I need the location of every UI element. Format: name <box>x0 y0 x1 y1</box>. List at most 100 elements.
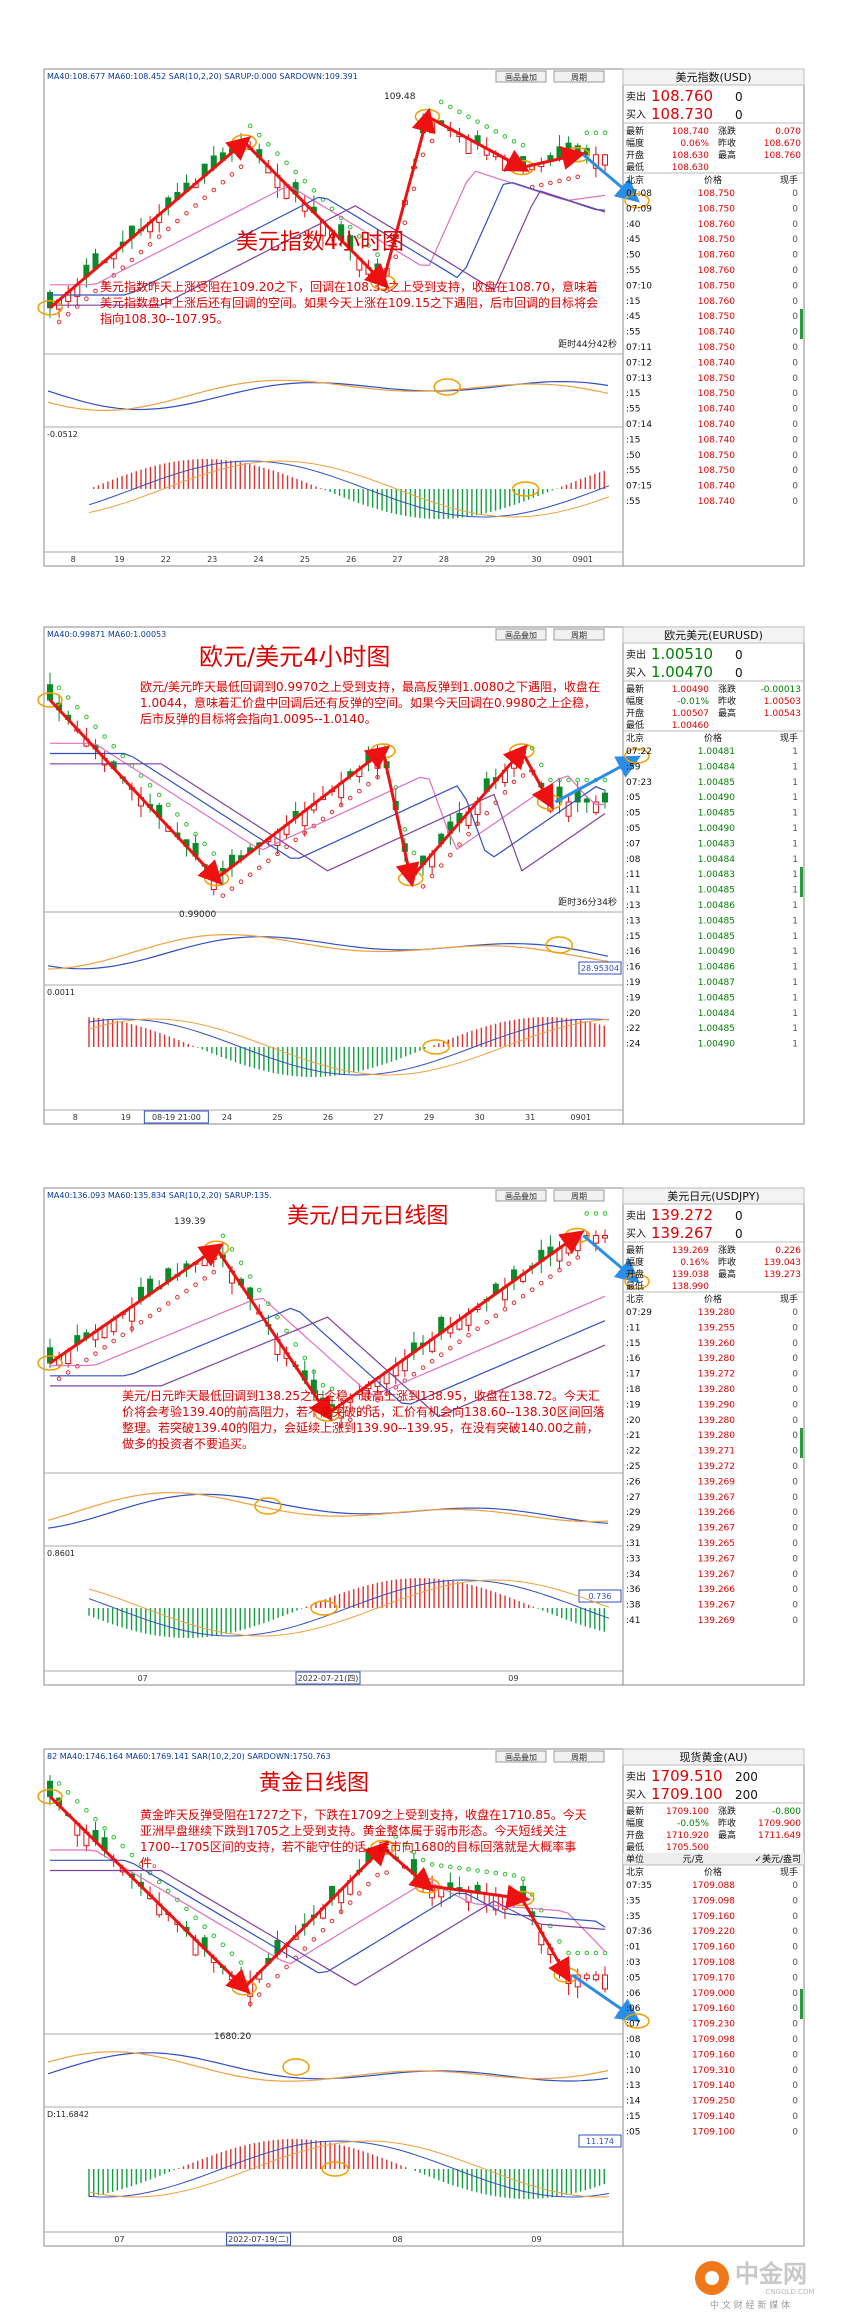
logo-inner <box>705 2271 719 2285</box>
tick-volume: 0 <box>792 1323 798 1333</box>
sar-dot <box>602 130 608 136</box>
stat-label: 最新 <box>626 1244 644 1256</box>
button[interactable] <box>553 1189 605 1202</box>
forecast-arrow <box>554 755 641 804</box>
sar-dot <box>247 2001 253 2007</box>
tick-volume: 1 <box>792 855 798 865</box>
quote-volume: 0 <box>735 666 743 680</box>
tick-volume: 0 <box>792 389 798 399</box>
sar-dot <box>575 174 581 180</box>
sar-dot <box>202 195 207 201</box>
tick-time: :24 <box>626 1040 641 1050</box>
sar-dot <box>320 1927 326 1933</box>
stat-label: 幅度 <box>626 137 644 149</box>
chart-panel: MA40:108.677 MA60:108.452 SAR(10,2,20) S… <box>37 68 805 567</box>
instrument-name: 现货黄金(AU) <box>679 1750 747 1764</box>
x-axis-label: 2022-07-19(二) <box>228 2235 289 2244</box>
sar-dot <box>156 792 162 798</box>
button[interactable] <box>495 628 547 641</box>
tick-price: 1709.140 <box>692 2112 735 2122</box>
sar-dot <box>193 831 198 837</box>
button[interactable] <box>495 70 547 83</box>
tick-time: 07:14 <box>626 420 652 430</box>
tick-price: 1709.000 <box>692 1989 735 1999</box>
trend-arrow <box>243 140 390 289</box>
quote-price: 108.760 <box>651 87 713 105</box>
highlight-ellipse <box>37 692 63 708</box>
tick-price: 108.760 <box>698 297 735 307</box>
button[interactable] <box>495 1750 547 1763</box>
tick-volume: 0 <box>792 358 798 368</box>
tick-price: 1.00485 <box>698 809 735 819</box>
axis-highlight <box>143 1110 209 1124</box>
sar-dot <box>548 777 553 783</box>
highlight-ellipse <box>282 2058 310 2076</box>
sar-dot <box>293 169 298 175</box>
tick-time: :40 <box>626 220 641 230</box>
sar-dot <box>238 164 244 170</box>
sar-dot <box>511 779 517 785</box>
oscillator-line <box>47 936 609 970</box>
stat-label: 最高 <box>718 1829 736 1841</box>
sar-dot <box>175 812 180 817</box>
quote-label: 买入 <box>626 1228 646 1240</box>
stat-label: 最高 <box>718 707 736 719</box>
tick-time: :38 <box>626 1601 641 1611</box>
button-label: 周期 <box>571 1192 587 1201</box>
tick-time: :59 <box>626 762 641 772</box>
trend-arrow <box>49 136 252 309</box>
sar-dot <box>266 858 271 864</box>
x-axis-label: 30 <box>531 555 541 564</box>
sar-dot <box>93 288 98 294</box>
sar-dot <box>466 1867 471 1872</box>
tick-header: 价格 <box>704 1293 722 1305</box>
tick-volume: 1 <box>792 993 798 1003</box>
tick-time: :50 <box>626 251 641 261</box>
tick-price: 139.272 <box>698 1370 735 1380</box>
tick-price: 1.00485 <box>698 932 735 942</box>
tick-header: 现手 <box>780 1293 798 1305</box>
stat-label: 昨收 <box>718 1817 736 1829</box>
sar-dot <box>111 743 116 749</box>
sar-dot <box>448 1864 453 1870</box>
tick-price: 139.260 <box>698 1339 735 1349</box>
stat-label: 幅度 <box>626 1817 644 1829</box>
x-axis-label: 27 <box>392 555 402 564</box>
sar-dot <box>529 1287 535 1292</box>
button[interactable] <box>553 70 605 83</box>
quote-price: 139.267 <box>651 1224 713 1242</box>
x-axis-label: 25 <box>300 555 310 564</box>
oscillator-label: 0.8601 <box>47 1549 75 1558</box>
tick-time: 07:09 <box>626 204 652 214</box>
sar-dot <box>366 243 371 248</box>
sar-dot <box>329 206 335 212</box>
button[interactable] <box>553 628 605 641</box>
tick-time: :06 <box>626 2004 641 2014</box>
tick-price: 108.750 <box>698 374 735 384</box>
sar-dot <box>575 1950 581 1956</box>
sar-dot <box>320 1382 326 1388</box>
tick-time: 07:29 <box>626 1308 652 1318</box>
quote-volume: 0 <box>735 90 743 104</box>
sar-dot <box>229 1247 235 1252</box>
tick-volume: 0 <box>792 2066 798 2076</box>
button[interactable] <box>553 1750 605 1763</box>
price-label: 0.99000 <box>179 910 216 920</box>
tick-volume: 1 <box>792 824 798 834</box>
sar-dot <box>193 1915 198 1921</box>
button[interactable] <box>495 1189 547 1202</box>
sar-dot <box>256 865 262 871</box>
button-label: 画品叠加 <box>505 630 537 640</box>
x-axis-label: 25 <box>272 1113 282 1122</box>
tick-price: 1.00490 <box>698 824 735 834</box>
sar-dot <box>493 1313 499 1318</box>
tick-volume: 0 <box>792 1339 798 1349</box>
value-box <box>578 961 622 975</box>
tick-price: 1709.220 <box>692 1927 735 1937</box>
oscillator-label: D:11.6842 <box>47 2110 89 2119</box>
candle-body <box>602 154 608 166</box>
analysis-text: 欧元/美元昨天最低回调到0.9970之上受到支持，最高反弹到1.0080之下遇阻… <box>140 680 601 726</box>
tick-volume: 0 <box>792 1308 798 1318</box>
tick-volume: 0 <box>792 2020 798 2030</box>
